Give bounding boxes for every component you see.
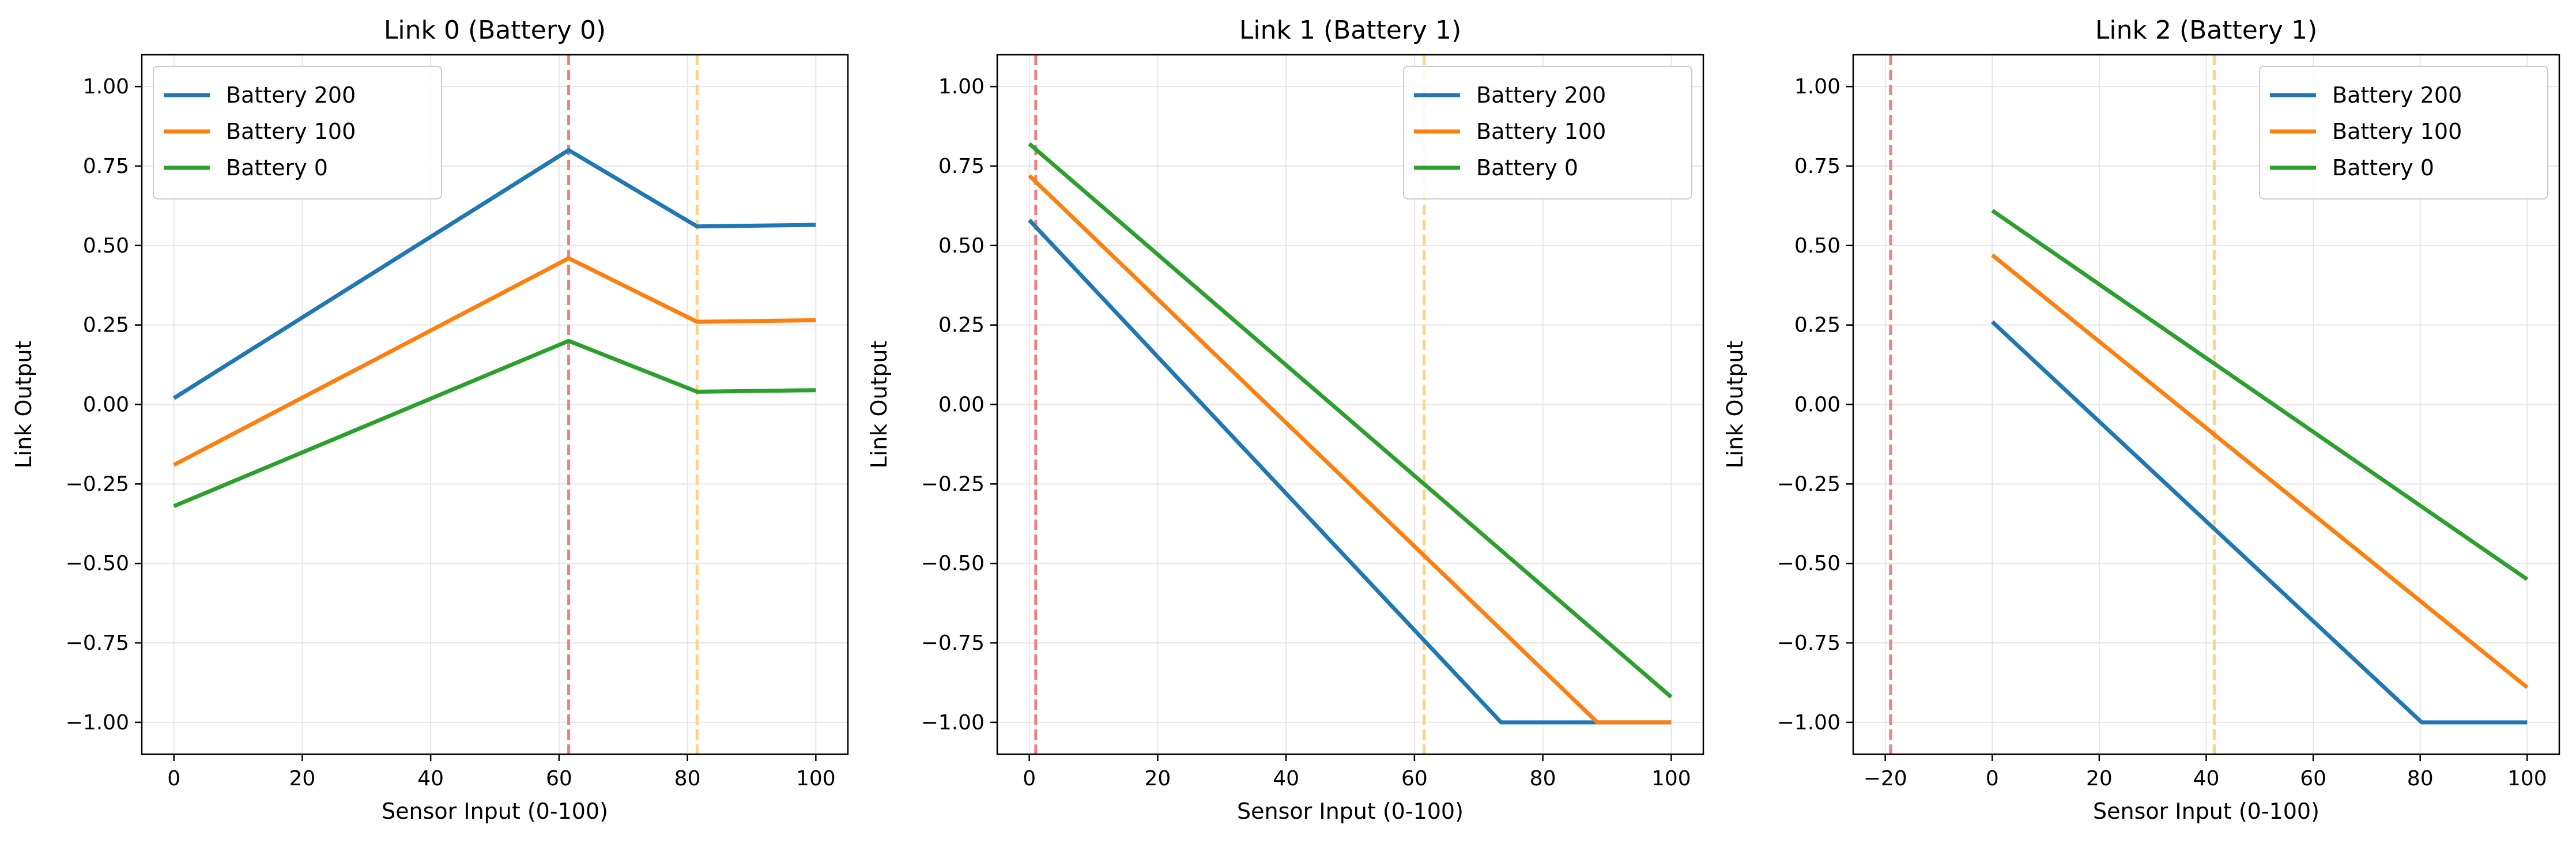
- chart-title: Link 1 (Battery 1): [1239, 16, 1461, 45]
- y-tick-label: 0.25: [83, 314, 129, 337]
- x-tick-label: 20: [289, 767, 316, 790]
- y-axis-label: Link Output: [11, 341, 36, 469]
- x-axis-label: Sensor Input (0-100): [1237, 799, 1464, 824]
- y-tick-label: 1.00: [1794, 75, 1840, 99]
- legend: Battery 200 Battery 100 Battery 0: [1403, 66, 1692, 199]
- legend-label: Battery 0: [2332, 155, 2434, 180]
- series-line-0: [1990, 320, 2528, 725]
- y-tick-label: −0.50: [66, 552, 129, 575]
- y-tick-label: 0.50: [938, 234, 985, 258]
- y-tick-label: 0.00: [83, 393, 129, 417]
- y-tick-label: −1.00: [921, 711, 985, 735]
- chart-panel-2: −20 0 20 40 60 80 100 −1.00 −0.75 −0.50 −0.25 0.00 0…: [1722, 16, 2560, 824]
- x-tick-label: 80: [1530, 767, 1556, 790]
- y-tick-label: 1.00: [83, 75, 129, 99]
- series-line-0: [172, 148, 816, 400]
- x-tick-label: 0: [1986, 767, 1999, 790]
- legend-box: [153, 66, 442, 199]
- legend: Battery 200 Battery 100 Battery 0: [153, 66, 442, 199]
- series-line-1: [1028, 174, 1672, 725]
- y-axis-label: Link Output: [1722, 341, 1748, 469]
- x-tick-label: 100: [2507, 767, 2547, 790]
- legend-box: [1403, 66, 1692, 199]
- legend-box: [2259, 66, 2548, 199]
- x-tick-label: 0: [1023, 767, 1036, 790]
- legend-label: Battery 0: [1476, 155, 1578, 180]
- y-tick-label: −0.50: [921, 552, 985, 575]
- x-tick-label: 60: [2300, 767, 2326, 790]
- y-tick-label: −0.75: [1777, 631, 1840, 655]
- y-tick-label: −1.00: [66, 711, 129, 735]
- legend-label: Battery 200: [226, 82, 356, 108]
- x-tick-label: 100: [796, 767, 836, 790]
- y-axis-label: Link Output: [866, 341, 892, 469]
- x-axis-label: Sensor Input (0-100): [382, 799, 608, 824]
- chart-title: Link 0 (Battery 0): [384, 16, 606, 45]
- x-tick-label: 0: [167, 767, 180, 790]
- y-tick-label: 0.75: [1794, 155, 1840, 178]
- chart-panel-1: 0 20 40 60 80 100 −1.00 −0.75 −0.50 −0.25 0.00 0.25…: [866, 16, 1704, 824]
- series-line-1: [173, 256, 816, 467]
- series-line-1: [1991, 253, 2529, 689]
- y-tick-label: 0.25: [1794, 314, 1840, 337]
- y-tick-label: 0.25: [938, 314, 985, 337]
- y-tick-label: 0.00: [1794, 393, 1840, 417]
- y-tick-label: −0.25: [921, 472, 985, 496]
- y-tick-label: −0.75: [921, 631, 985, 655]
- y-tick-label: 0.00: [938, 393, 985, 417]
- x-tick-label: 100: [1651, 767, 1691, 790]
- y-tick-label: 0.50: [1794, 234, 1840, 258]
- y-tick-label: 0.50: [83, 234, 129, 258]
- y-tick-label: 0.75: [938, 155, 985, 178]
- chart-panel-0: 0 20 40 60 80 100 −1.00 −0.75 −0.50 −0.25 0.00 0.25…: [11, 16, 849, 824]
- x-tick-label: −20: [1864, 767, 1907, 790]
- legend-label: Battery 200: [2332, 82, 2462, 108]
- legend-label: Battery 200: [1476, 82, 1606, 108]
- y-tick-label: −0.75: [66, 631, 129, 655]
- legend-label: Battery 100: [226, 119, 356, 144]
- chart-title: Link 2 (Battery 1): [2095, 16, 2317, 45]
- series-line-2: [1028, 142, 1673, 699]
- series-line-2: [173, 338, 816, 509]
- y-tick-label: 1.00: [938, 75, 985, 99]
- y-tick-label: −0.25: [66, 472, 129, 496]
- x-tick-label: 80: [674, 767, 701, 790]
- y-tick-label: −0.25: [1777, 472, 1840, 496]
- x-tick-label: 80: [2407, 767, 2434, 790]
- y-tick-label: −1.00: [1777, 711, 1840, 735]
- legend-label: Battery 100: [2332, 119, 2462, 144]
- legend: Battery 200 Battery 100 Battery 0: [2259, 66, 2548, 199]
- series-line-2: [1991, 209, 2529, 581]
- series-line-0: [1028, 219, 1672, 725]
- y-tick-label: −0.50: [1777, 552, 1840, 575]
- x-tick-label: 40: [1273, 767, 1299, 790]
- x-axis-label: Sensor Input (0-100): [2093, 799, 2319, 824]
- legend-label: Battery 0: [226, 155, 328, 180]
- x-tick-label: 40: [2193, 767, 2220, 790]
- x-tick-label: 20: [1145, 767, 1171, 790]
- y-tick-label: 0.75: [83, 155, 129, 178]
- x-tick-label: 60: [1401, 767, 1428, 790]
- x-tick-label: 60: [546, 767, 572, 790]
- x-tick-label: 20: [2086, 767, 2113, 790]
- x-tick-label: 40: [417, 767, 444, 790]
- legend-label: Battery 100: [1476, 119, 1606, 144]
